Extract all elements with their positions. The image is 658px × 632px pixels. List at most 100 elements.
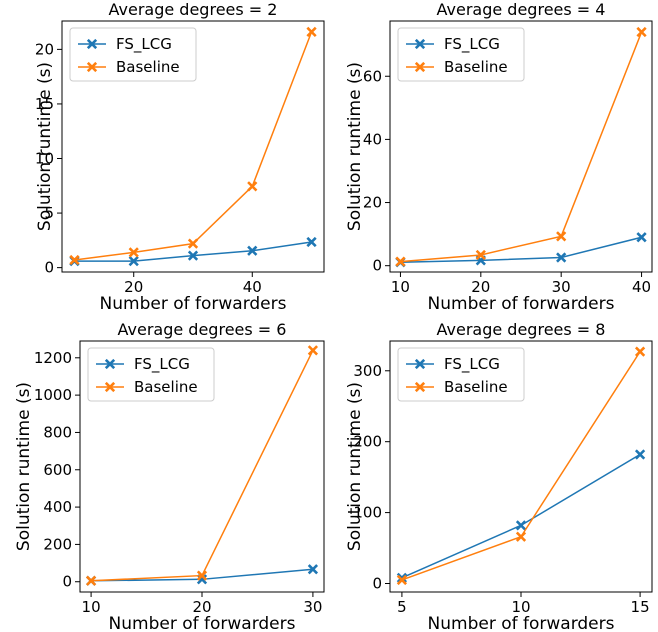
- y-tick-label: 40: [363, 130, 382, 148]
- y-tick-label: 0: [372, 574, 382, 592]
- data-point-baseline: [85, 575, 97, 586]
- legend-label: FS_LCG: [134, 355, 190, 374]
- legend-marker: [414, 381, 426, 393]
- subplot-2: Average degrees = 4 10 20 30 40 0 20 40 60 Number…: [345, 0, 653, 314]
- data-point-baseline: [69, 254, 80, 266]
- x-tick-label: 20: [124, 278, 143, 296]
- subplot-4: Average degrees = 8 5 10 15 0 100 200 300 Number…: [345, 320, 653, 632]
- x-tick-label: 5: [397, 598, 407, 616]
- series-line-fs-lcg: [401, 453, 641, 579]
- data-point-fs-lcg: [196, 574, 208, 585]
- data-point-fs-lcg: [556, 252, 567, 263]
- legend-marker: [86, 61, 98, 73]
- y-tick-label: 200: [353, 433, 382, 451]
- y-tick-label: 5: [44, 204, 54, 222]
- subplot-title: Average degrees = 2: [109, 0, 278, 19]
- data-point-fs-lcg: [128, 255, 139, 267]
- y-axis-label: Solution runtime (s): [14, 382, 34, 551]
- y-tick-label: 0: [62, 573, 72, 591]
- data-point-fs-lcg: [515, 520, 527, 531]
- series-line-fs-lcg: [400, 236, 642, 263]
- subplot-title: Average degrees = 4: [437, 0, 606, 19]
- legend-label: Baseline: [116, 58, 180, 76]
- data-point-baseline: [636, 26, 647, 38]
- y-tick-label: 20: [35, 40, 54, 58]
- subplot-3: Average degrees = 6 10 20 30 0 200 400 600 800 10…: [14, 320, 325, 632]
- y-axis-label: Solution runtime (s): [345, 62, 365, 231]
- legend-marker: [104, 381, 116, 393]
- y-tick-label: 10: [35, 150, 54, 168]
- data-point-fs-lcg: [306, 236, 317, 248]
- x-tick-label: 30: [552, 278, 571, 296]
- subplot-title: Average degrees = 8: [437, 320, 606, 339]
- data-point-baseline: [515, 531, 527, 542]
- y-tick-label: 0: [44, 259, 54, 277]
- legend-label: FS_LCG: [116, 35, 172, 54]
- x-tick-label: 40: [243, 278, 262, 296]
- data-point-baseline: [396, 574, 408, 586]
- legend: FS_LCG Baseline: [69, 27, 197, 82]
- subplot-title: Average degrees = 6: [118, 320, 287, 339]
- legend-label: FS_LCG: [444, 355, 500, 374]
- y-tick-label: 300: [353, 362, 382, 380]
- data-point-baseline: [128, 247, 139, 258]
- y-tick-label: 20: [363, 194, 382, 212]
- data-point-fs-lcg: [634, 449, 646, 460]
- legend-marker: [104, 358, 116, 370]
- y-tick-label: 800: [43, 423, 72, 441]
- legend-marker: [414, 358, 426, 370]
- data-point-baseline: [247, 181, 258, 192]
- x-tick-label: 10: [82, 598, 101, 616]
- y-tick-label: 0: [372, 257, 382, 275]
- y-tick-label: 600: [43, 461, 72, 479]
- x-axis-label: Number of forwarders: [100, 294, 287, 314]
- data-point-baseline: [196, 570, 208, 581]
- data-point-baseline: [307, 345, 319, 356]
- data-point-baseline: [475, 249, 486, 261]
- y-axis-label: Solution runtime (s): [345, 382, 365, 551]
- x-axis-label: Number of forwarders: [428, 614, 615, 632]
- x-tick-label: 30: [303, 598, 322, 616]
- data-point-fs-lcg: [307, 564, 319, 575]
- data-point-baseline: [634, 346, 646, 357]
- legend-marker: [414, 61, 426, 73]
- y-axis-label: Solution runtime (s): [35, 62, 55, 231]
- x-axis-label: Number of forwarders: [109, 614, 296, 632]
- legend: FS_LCG Baseline: [397, 347, 525, 402]
- legend-label: Baseline: [444, 378, 508, 396]
- y-tick-label: 1000: [34, 386, 72, 404]
- x-tick-label: 10: [391, 278, 410, 296]
- x-tick-label: 20: [471, 278, 490, 296]
- data-point-baseline: [187, 238, 199, 249]
- y-tick-label: 60: [363, 67, 382, 85]
- legend-marker: [86, 38, 98, 50]
- y-tick-label: 15: [35, 95, 54, 113]
- data-point-fs-lcg: [187, 250, 199, 261]
- plot-frame: [389, 20, 653, 273]
- legend: FS_LCG Baseline: [397, 27, 525, 82]
- plot-frame: [61, 20, 325, 273]
- x-tick-label: 15: [631, 598, 650, 616]
- data-point-baseline: [556, 231, 567, 242]
- data-point-fs-lcg: [396, 572, 408, 583]
- x-tick-label: 40: [632, 278, 651, 296]
- x-tick-label: 10: [511, 598, 530, 616]
- y-tick-label: 200: [43, 535, 72, 553]
- y-tick-label: 100: [353, 504, 382, 522]
- x-tick-label: 20: [192, 598, 211, 616]
- legend-marker: [414, 38, 426, 50]
- legend-label: Baseline: [134, 378, 198, 396]
- y-tick-label: 400: [43, 498, 72, 516]
- legend-label: FS_LCG: [444, 35, 500, 54]
- data-point-baseline: [395, 256, 406, 267]
- series-line-baseline: [400, 31, 643, 263]
- x-axis-label: Number of forwarders: [428, 294, 615, 314]
- data-point-baseline: [306, 26, 317, 38]
- legend: FS_LCG Baseline: [87, 347, 215, 402]
- data-point-fs-lcg: [636, 232, 647, 243]
- legend-label: Baseline: [444, 58, 508, 76]
- y-tick-label: 1200: [34, 349, 72, 367]
- data-point-fs-lcg: [247, 245, 258, 256]
